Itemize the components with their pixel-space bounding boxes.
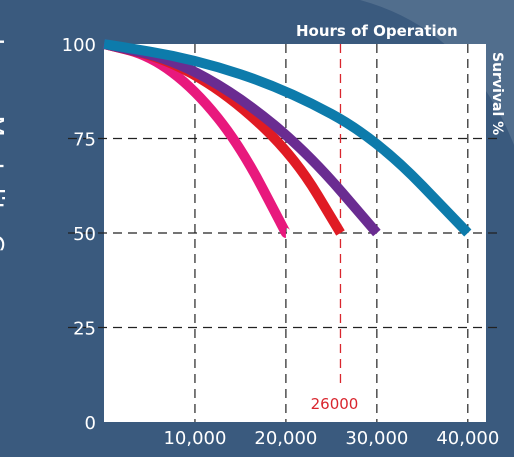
- y-tick-label: 25: [73, 319, 96, 340]
- x-tick-label: 30,000: [345, 428, 408, 449]
- series-layer: [102, 39, 472, 237]
- x-axis-label: Hours of Operation: [296, 22, 458, 40]
- reference-layer: 26000: [311, 44, 359, 413]
- y-tick-label: 75: [73, 130, 96, 151]
- x-tick-label: 10,000: [163, 428, 226, 449]
- x-tick-label: 40,000: [436, 428, 499, 449]
- tick-layer: 0 25 50 75 100 10,000 20,000 30,000 40,000: [62, 35, 500, 449]
- x-tick-label: 20,000: [254, 428, 317, 449]
- series-line-4: [103, 39, 472, 237]
- reference-label: 26000: [311, 395, 359, 413]
- y-tick-label: 0: [85, 413, 96, 434]
- y-tick-label: 100: [62, 35, 96, 56]
- y-tick-label: 50: [73, 224, 96, 245]
